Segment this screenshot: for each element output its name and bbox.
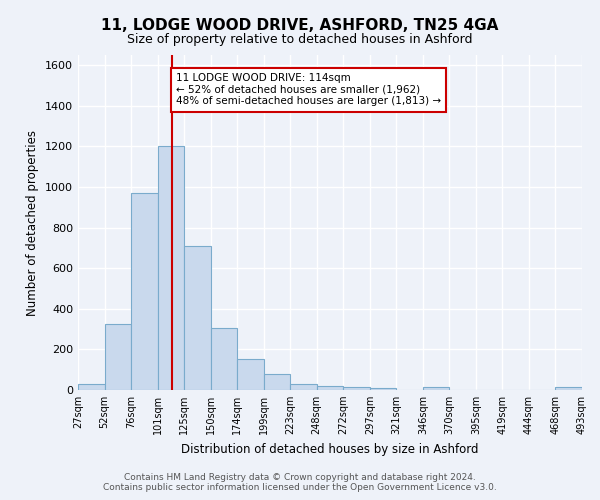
- Bar: [370, 388, 397, 390]
- Bar: [184, 246, 211, 390]
- Bar: [423, 387, 449, 390]
- Bar: [343, 387, 370, 390]
- Bar: [290, 384, 317, 390]
- Bar: [131, 193, 158, 390]
- Y-axis label: Number of detached properties: Number of detached properties: [26, 130, 40, 316]
- Bar: [158, 146, 184, 390]
- X-axis label: Distribution of detached houses by size in Ashford: Distribution of detached houses by size …: [181, 442, 479, 456]
- Bar: [237, 358, 263, 390]
- Bar: [263, 374, 290, 390]
- Bar: [78, 384, 104, 390]
- Bar: [104, 324, 131, 390]
- Text: 11, LODGE WOOD DRIVE, ASHFORD, TN25 4GA: 11, LODGE WOOD DRIVE, ASHFORD, TN25 4GA: [101, 18, 499, 32]
- Bar: [556, 387, 582, 390]
- Text: Contains HM Land Registry data © Crown copyright and database right 2024.
Contai: Contains HM Land Registry data © Crown c…: [103, 473, 497, 492]
- Bar: [211, 328, 237, 390]
- Text: 11 LODGE WOOD DRIVE: 114sqm
← 52% of detached houses are smaller (1,962)
48% of : 11 LODGE WOOD DRIVE: 114sqm ← 52% of det…: [176, 74, 441, 106]
- Text: Size of property relative to detached houses in Ashford: Size of property relative to detached ho…: [127, 32, 473, 46]
- Bar: [317, 386, 343, 390]
